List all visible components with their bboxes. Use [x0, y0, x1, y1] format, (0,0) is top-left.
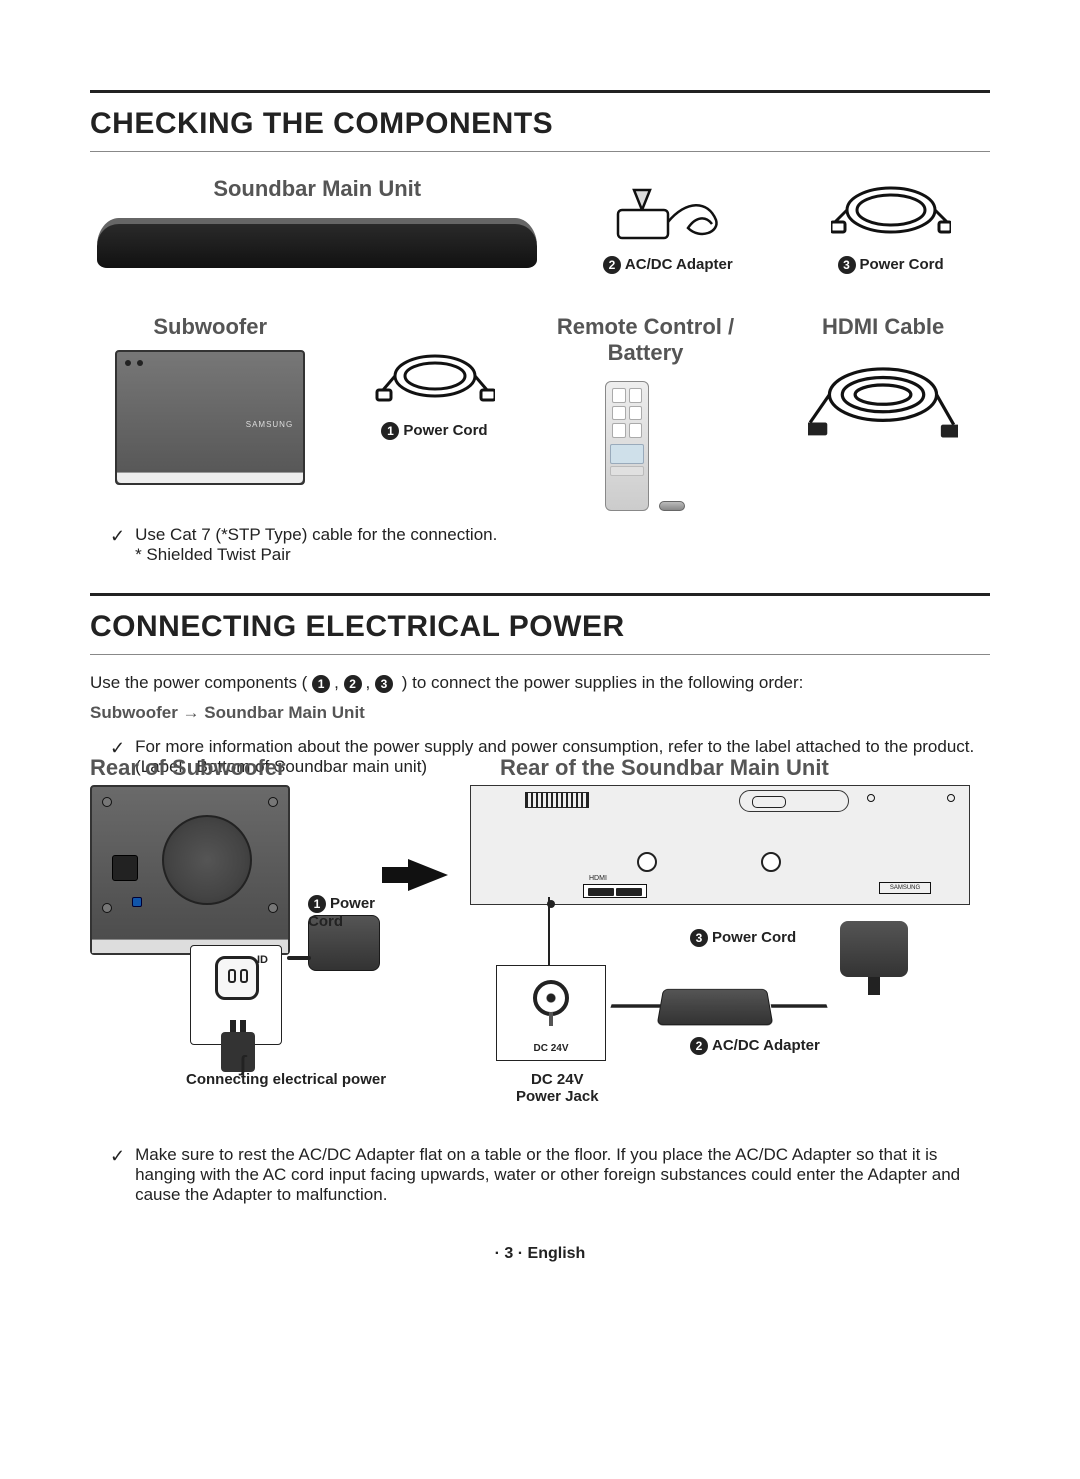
cat7-note-line2: * Shielded Twist Pair	[135, 545, 497, 565]
num-2-icon-b: 2	[344, 675, 362, 693]
num-2-icon: 2	[603, 256, 621, 274]
check-icon-3: ✓	[110, 1147, 125, 1205]
soundbar-label: Soundbar Main Unit	[213, 176, 421, 202]
adapter-warning-text: Make sure to rest the AC/DC Adapter flat…	[135, 1145, 990, 1205]
adapter-block-right	[657, 989, 774, 1025]
diagram-row: Rear of Subwoofer ID ʃʃ 1Power Cord Conn…	[90, 785, 990, 1095]
rear-subwoofer-heading: Rear of Subwoofer	[90, 755, 286, 781]
remote-label: Remote Control / Battery	[539, 314, 753, 366]
adapter-warning: ✓ Make sure to rest the AC/DC Adapter fl…	[110, 1145, 990, 1205]
rear-soundbar-heading: Rear of the Soundbar Main Unit	[500, 755, 829, 781]
num-3-icon-b: 3	[375, 675, 393, 693]
components-row-1: Soundbar Main Unit 2AC/DC Adapter 3P	[90, 170, 990, 280]
power-intro: Use the power components ( 1, 2, 3 ) to …	[90, 673, 990, 693]
remote-illustration	[605, 376, 685, 511]
dc-jack-box: DC 24V	[496, 965, 606, 1061]
hdmi-port-label: HDMI	[589, 875, 607, 882]
num-1-icon-b: 1	[312, 675, 330, 693]
arrow-right-icon	[408, 859, 448, 891]
plug-right	[840, 921, 908, 977]
num-1-icon: 1	[381, 422, 399, 440]
dc-jack-label: DC 24VPower Jack	[516, 1071, 599, 1105]
samsung-tag: SAMSUNG	[879, 882, 931, 894]
num-3-icon: 3	[838, 256, 856, 274]
power-cord-label-left: 1Power Cord	[308, 895, 410, 930]
power-cord-illustration-top	[831, 170, 951, 250]
soundbar-illustration	[97, 218, 537, 268]
section-power-title: CONNECTING ELECTRICAL POWER	[90, 593, 990, 655]
cat7-note-line1: Use Cat 7 (*STP Type) cable for the conn…	[135, 525, 497, 545]
power-cord-label-right: 3Power Cord	[690, 929, 796, 947]
id-label: ID	[257, 954, 268, 966]
acdc-adapter-caption: 2AC/DC Adapter	[603, 256, 733, 274]
connecting-power-caption: Connecting electrical power	[186, 1071, 386, 1088]
sub-power-cord-illustration	[375, 336, 495, 416]
hdmi-cable-illustration	[808, 350, 958, 450]
subwoofer-logo-text: SAMSUNG	[246, 420, 293, 429]
check-icon: ✓	[110, 527, 125, 565]
sub-power-cord-caption: 1Power Cord	[381, 422, 487, 440]
hdmi-label: HDMI Cable	[822, 314, 944, 340]
cat7-note: ✓ Use Cat 7 (*STP Type) cable for the co…	[110, 525, 990, 565]
page-footer: · 3 · English	[90, 1245, 990, 1263]
section-checking-title: CHECKING THE COMPONENTS	[90, 90, 990, 152]
connector-line-1	[546, 897, 552, 967]
battery-illustration	[659, 501, 685, 511]
components-row-2: Subwoofer SAMSUNG 1Power Cord Remote Con…	[90, 308, 990, 511]
power-order: Subwoofer → Soundbar Main Unit	[90, 703, 990, 723]
power-cord-caption-top: 3Power Cord	[838, 256, 944, 274]
subwoofer-label: Subwoofer	[153, 314, 267, 340]
subwoofer-rear-diagram: Rear of Subwoofer ID ʃʃ 1Power Cord Conn…	[90, 785, 410, 1085]
acdc-adapter-illustration	[608, 170, 728, 250]
soundbar-rear-diagram: Rear of the Soundbar Main Unit HDMI SAMS…	[470, 785, 990, 1095]
adapter-label-right: 2AC/DC Adapter	[690, 1037, 820, 1055]
subwoofer-illustration: SAMSUNG	[115, 350, 305, 485]
dc-24v-tag: DC 24V	[497, 1043, 605, 1054]
